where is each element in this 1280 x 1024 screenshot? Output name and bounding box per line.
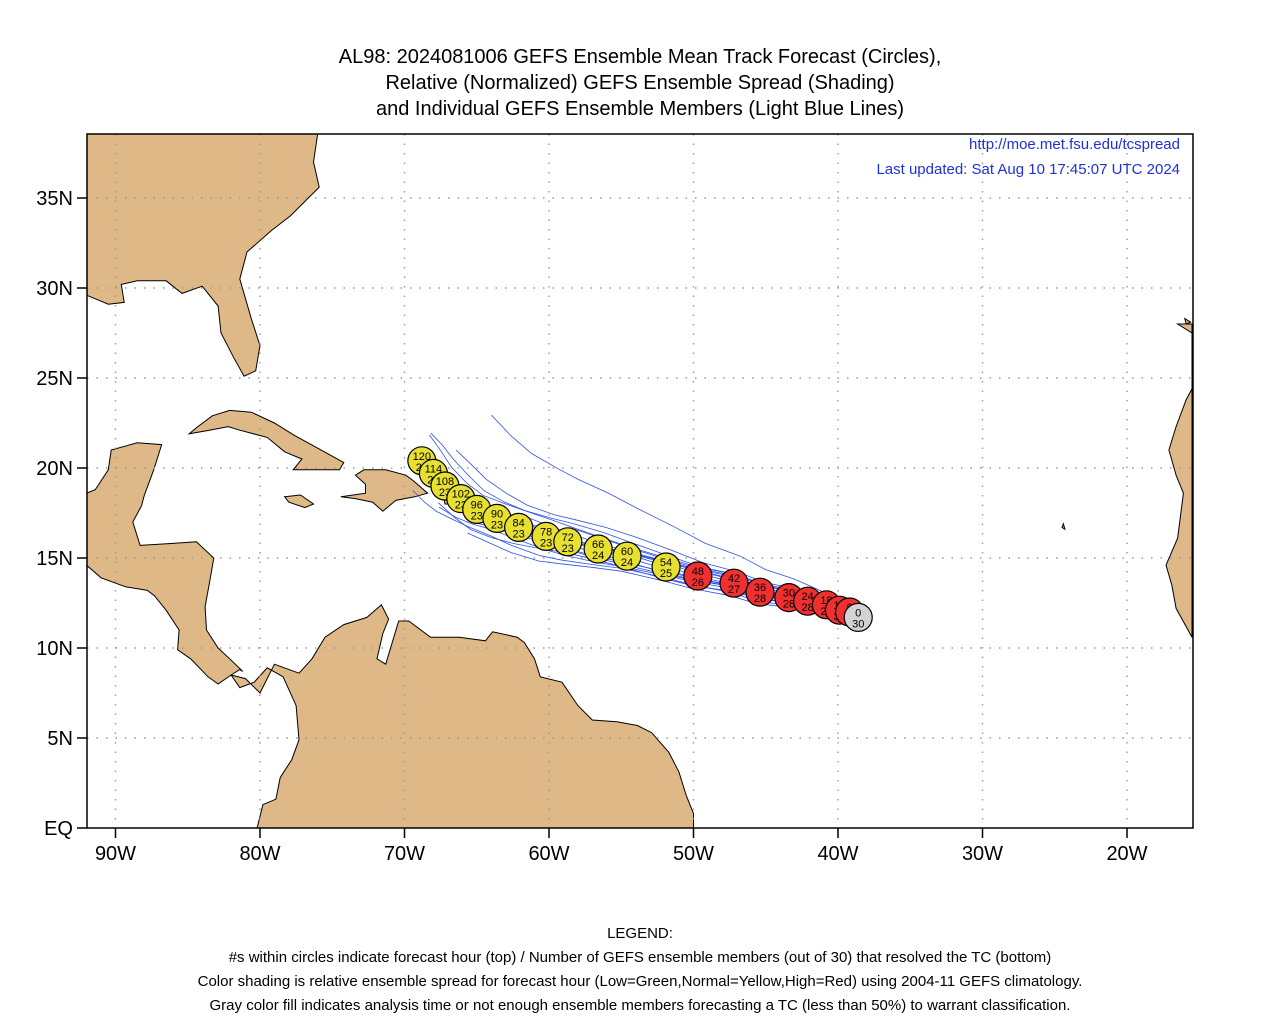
lon-tick-label: 50W	[673, 843, 714, 865]
forecast-hour-label: 24	[802, 591, 814, 603]
track-circle	[583, 534, 613, 564]
forecast-hour-label: 36	[754, 582, 766, 594]
forecast-hour-label: 42	[728, 573, 740, 585]
member-count-label: 24	[592, 550, 604, 562]
forecast-hour-label: 72	[562, 532, 574, 544]
central-america-land	[87, 442, 244, 685]
last-updated: Last updated: Sat Aug 10 17:45:07 UTC 20…	[876, 161, 1180, 178]
lon-tick-label: 60W	[528, 843, 569, 865]
member-count-label: 30	[852, 618, 864, 630]
member-count-label: 26	[692, 577, 704, 589]
member-count-label: 28	[783, 599, 795, 611]
map-frame	[86, 133, 1194, 829]
track-circle	[745, 577, 775, 607]
title-line-1: AL98: 2024081006 GEFS Ensemble Mean Trac…	[338, 46, 942, 68]
track-circle	[553, 527, 583, 557]
lon-tick-label: 70W	[384, 843, 425, 865]
member-count-label: 23	[471, 510, 483, 522]
axis-ticks: 90W 80W 70W 60W 50W 40W 30W 20W EQ 5N 10N 15N 20N 25N…	[36, 188, 1147, 865]
south-america-land	[87, 603, 694, 828]
track-circle	[683, 561, 713, 591]
forecast-hour-label: 48	[692, 566, 704, 578]
lon-tick-label: 80W	[239, 843, 280, 865]
jamaica-land	[283, 494, 315, 509]
lat-tick-label: EQ	[44, 818, 73, 840]
source-url[interactable]: http://moe.met.fsu.edu/tcspread	[969, 136, 1180, 153]
member-count-label: 25	[660, 568, 672, 580]
track-point: 030	[843, 602, 873, 633]
north-america-land	[87, 134, 320, 377]
forecast-hour-label: 120	[413, 451, 431, 463]
lat-tick-label: 10N	[36, 638, 73, 660]
legend-heading: LEGEND:	[607, 925, 673, 942]
track-circle	[651, 552, 681, 582]
cuba-land	[187, 409, 345, 471]
legend-line-1: #s within circles indicate forecast hour…	[228, 949, 1052, 966]
lat-tick-label: 35N	[36, 188, 73, 210]
forecast-hour-label: 54	[660, 557, 672, 569]
legend-line-3: Gray color fill indicates analysis time …	[209, 997, 1071, 1014]
member-count-label: 28	[754, 593, 766, 605]
track-circle	[612, 541, 642, 571]
lon-tick-label: 20W	[1106, 843, 1147, 865]
forecast-hour-label: 60	[621, 546, 633, 558]
lat-tick-label: 30N	[36, 278, 73, 300]
forecast-hour-label: 66	[592, 539, 604, 551]
lat-tick-label: 5N	[47, 728, 73, 750]
hispaniola-land	[340, 469, 429, 512]
forecast-hour-label: 90	[491, 508, 503, 520]
ocean	[87, 134, 1193, 828]
track-circle	[719, 568, 749, 598]
canary-land	[1184, 317, 1192, 325]
mean-track-circles: 1202311423108231022396239023842378237223…	[407, 446, 873, 633]
member-count-label: 24	[621, 557, 633, 569]
lon-tick-label: 40W	[817, 843, 858, 865]
title-line-3: and Individual GEFS Ensemble Members (Li…	[375, 98, 905, 120]
title-line-2: Relative (Normalized) GEFS Ensemble Spre…	[385, 72, 895, 94]
lon-tick-label: 90W	[95, 843, 136, 865]
legend-line-2: Color shading is relative ensemble sprea…	[197, 973, 1083, 990]
forecast-hour-label: 78	[540, 526, 552, 538]
forecast-hour-label: 30	[783, 588, 795, 600]
member-count-label: 28	[802, 602, 814, 614]
forecast-hour-label: 102	[452, 489, 470, 501]
member-count-label: 23	[491, 519, 503, 531]
forecast-hour-label: 0	[855, 607, 861, 619]
member-count-label: 23	[562, 543, 574, 555]
member-count-label: 27	[728, 584, 740, 596]
lon-tick-label: 30W	[962, 843, 1003, 865]
lat-tick-label: 25N	[36, 368, 73, 390]
member-count-label: 23	[513, 528, 525, 540]
land-masses	[87, 134, 1193, 828]
member-count-label: 23	[540, 537, 552, 549]
lat-tick-label: 15N	[36, 548, 73, 570]
cape-verde-land	[1061, 522, 1066, 531]
forecast-hour-label: 96	[471, 499, 483, 511]
africa-land	[1165, 323, 1193, 638]
lat-tick-label: 20N	[36, 458, 73, 480]
track-circle	[504, 512, 534, 543]
track-circle	[843, 602, 873, 633]
forecast-hour-label: 84	[513, 517, 525, 529]
forecast-hour-label: 114	[425, 463, 443, 475]
forecast-hour-label: 108	[436, 476, 454, 488]
grid-lines	[87, 134, 1193, 828]
